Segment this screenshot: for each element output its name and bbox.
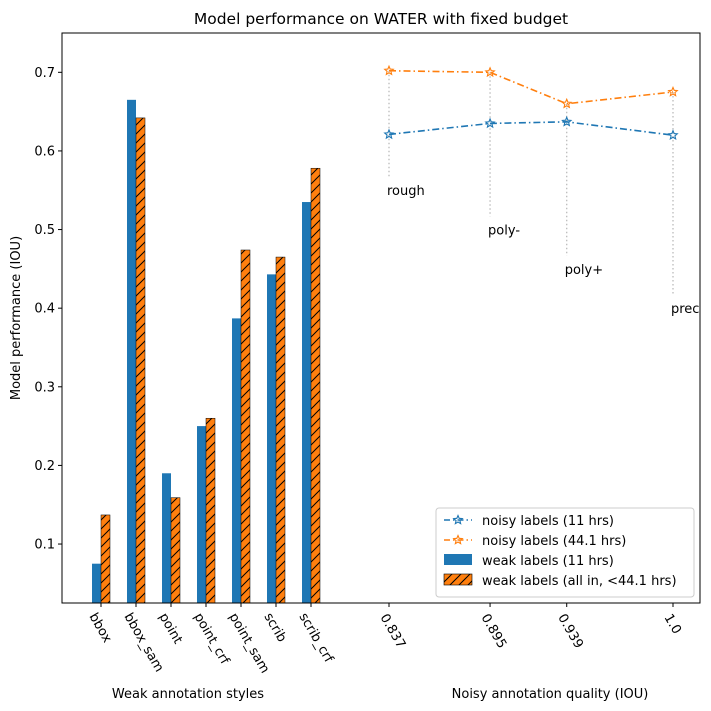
legend-star-marker: [452, 514, 464, 525]
line-section-x-title: Noisy annotation quality (IOU): [452, 687, 649, 702]
data-point-star: [484, 66, 496, 78]
legend-label-weak-all: weak labels (all in, <44.1 hrs): [482, 574, 677, 589]
legend: noisy labels (11 hrs) noisy labels (44.1…: [435, 507, 695, 598]
bar-weak-all: [205, 417, 216, 604]
y-tick-label: 0.2: [34, 459, 55, 474]
legend-swatch-weak-11: [444, 554, 472, 565]
bar-weak-all: [275, 256, 286, 604]
y-tick-label: 0.3: [34, 380, 55, 395]
data-point-star: [667, 129, 679, 141]
annotation-label: poly+: [565, 263, 603, 278]
bar-weak-11: [127, 99, 136, 604]
bar-weak-all: [100, 514, 111, 604]
y-tick-label: 0.4: [34, 302, 55, 317]
annotation-label: prec: [671, 302, 699, 317]
bar-weak-all: [135, 117, 146, 604]
x-tick-label: 0.895: [478, 612, 510, 652]
chart-title: Model performance on WATER with fixed bu…: [194, 10, 568, 28]
x-tick-label: point_crf: [191, 611, 233, 668]
x-tick-label: point: [156, 611, 186, 647]
y-tick-label: 0.1: [34, 538, 55, 553]
bar-weak-11: [302, 202, 311, 603]
x-tick-label: 0.939: [554, 612, 586, 652]
data-point-star: [383, 128, 395, 140]
annotation-label: rough: [387, 184, 425, 199]
legend-swatch-weak-all: [443, 573, 473, 586]
data-point-star: [561, 115, 573, 127]
y-tick-label: 0.7: [34, 66, 55, 81]
bar-section-x-title: Weak annotation styles: [112, 687, 264, 702]
y-tick-label: 0.6: [34, 144, 55, 159]
data-point-star: [383, 64, 395, 76]
x-tick-label: 0.837: [377, 612, 409, 652]
bar-weak-all: [310, 167, 321, 604]
series-line-noisy-44: [388, 69, 674, 105]
legend-label-weak-11: weak labels (11 hrs): [482, 554, 614, 569]
legend-label-noisy-44: noisy labels (44.1 hrs): [482, 534, 626, 549]
bar-weak-11: [162, 473, 171, 603]
bar-weak-11: [232, 318, 241, 603]
data-point-star: [561, 97, 573, 109]
plot-area: rough poly-poly+ prec: [92, 64, 699, 604]
data-point-star: [484, 117, 496, 129]
annotation-label: poly-: [488, 224, 520, 239]
x-tick-label: bbox: [86, 611, 115, 646]
legend-star-marker: [452, 534, 464, 545]
x-tick-label: 1.0: [661, 612, 684, 637]
y-axis-title: Model performance (IOU): [9, 236, 24, 400]
axes-frame: [61, 32, 701, 604]
bar-weak-11: [267, 274, 276, 603]
legend-label-noisy-11: noisy labels (11 hrs): [482, 514, 614, 529]
series-line-noisy-11: [388, 121, 674, 137]
y-tick-label: 0.5: [34, 223, 55, 238]
bar-weak-all: [170, 497, 181, 604]
bar-weak-11: [92, 563, 101, 603]
bar-weak-all: [240, 249, 251, 604]
x-tick-label: scrib: [261, 611, 290, 645]
bar-weak-11: [197, 426, 206, 603]
data-point-star: [667, 86, 679, 97]
x-tick-label: scrib_crf: [296, 611, 337, 666]
legend-frame: [435, 507, 695, 598]
